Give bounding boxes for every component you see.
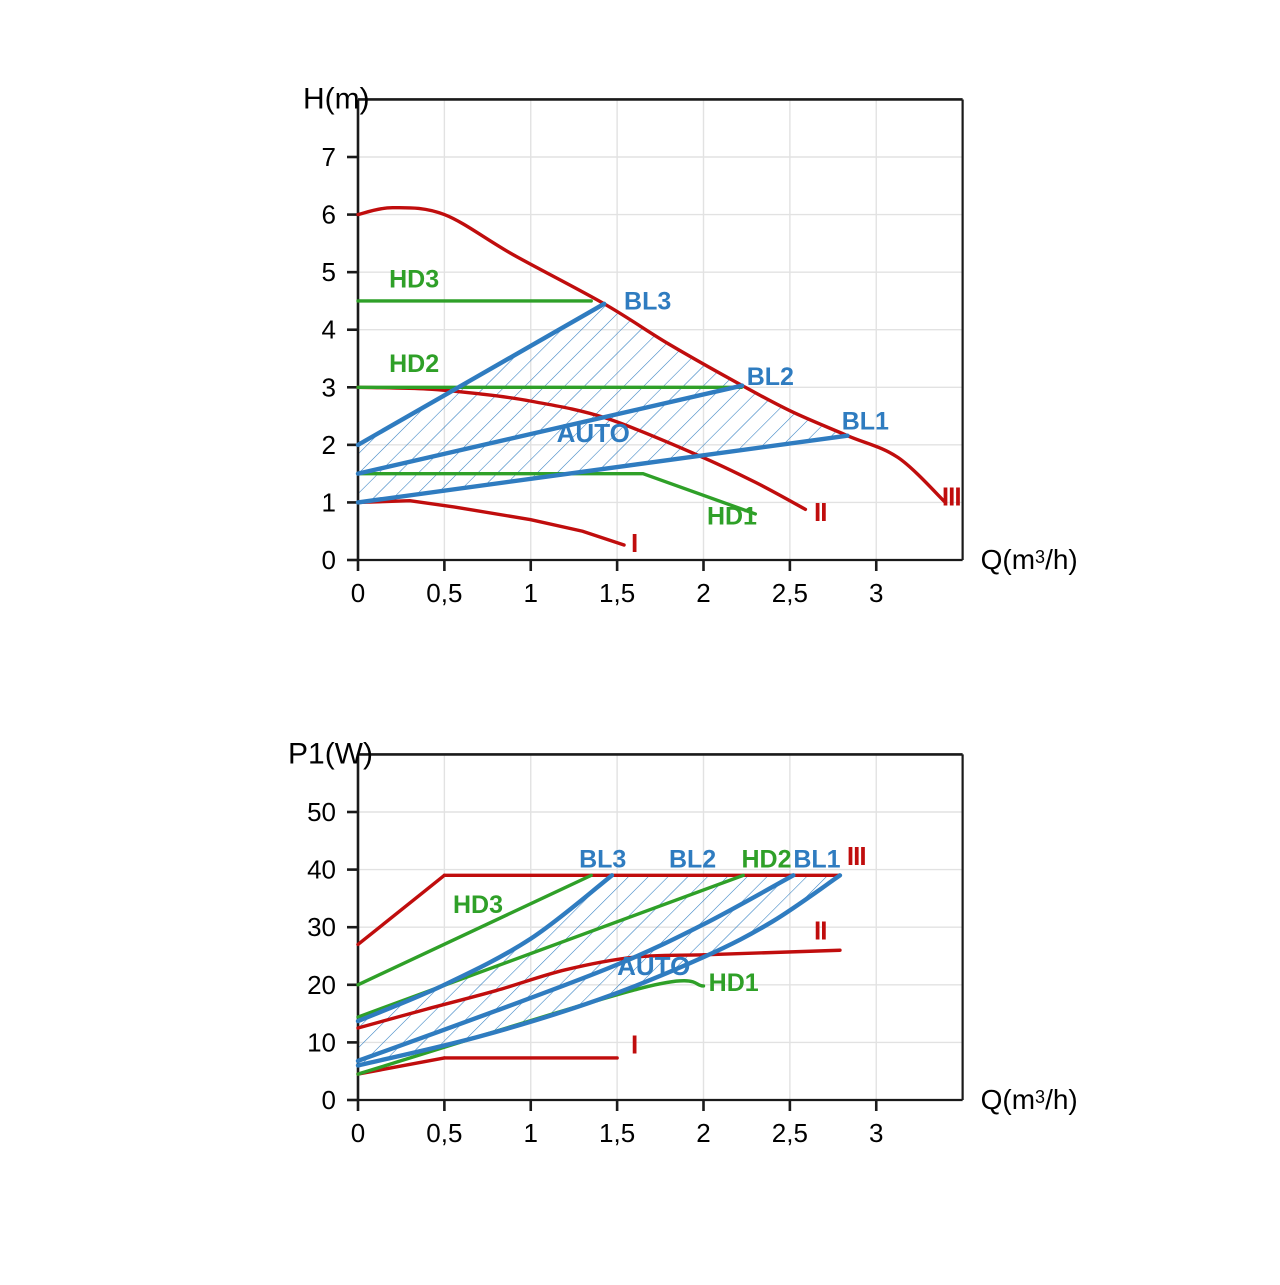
svg-text:6: 6 <box>322 200 336 230</box>
svg-text:1: 1 <box>322 487 336 517</box>
svg-text:HD2: HD2 <box>742 845 792 873</box>
svg-text:20: 20 <box>307 970 336 1000</box>
svg-text:3: 3 <box>869 578 883 608</box>
svg-text:III: III <box>847 841 866 871</box>
svg-text:BL2: BL2 <box>747 363 794 391</box>
svg-text:BL1: BL1 <box>793 845 840 873</box>
svg-text:2: 2 <box>322 430 336 460</box>
svg-text:10: 10 <box>307 1027 336 1057</box>
svg-text:0: 0 <box>322 545 336 575</box>
svg-text:7: 7 <box>322 142 336 172</box>
svg-text:H(m): H(m) <box>303 82 370 115</box>
svg-text:5: 5 <box>322 257 336 287</box>
svg-text:AUTO: AUTO <box>557 418 630 448</box>
svg-text:0,5: 0,5 <box>426 1118 462 1148</box>
svg-text:0: 0 <box>351 578 365 608</box>
svg-text:2,5: 2,5 <box>772 578 808 608</box>
svg-text:BL3: BL3 <box>579 845 626 873</box>
svg-text:3: 3 <box>322 372 336 402</box>
svg-text:1,5: 1,5 <box>599 578 635 608</box>
svg-text:1,5: 1,5 <box>599 1118 635 1148</box>
svg-text:I: I <box>631 1029 638 1059</box>
svg-text:HD3: HD3 <box>453 891 503 919</box>
svg-text:0: 0 <box>322 1085 336 1115</box>
svg-text:4: 4 <box>322 315 336 345</box>
svg-text:BL1: BL1 <box>842 407 889 435</box>
svg-text:0,5: 0,5 <box>426 578 462 608</box>
svg-text:1: 1 <box>524 578 538 608</box>
svg-text:AUTO: AUTO <box>617 951 690 981</box>
svg-text:HD3: HD3 <box>389 266 439 294</box>
svg-text:II: II <box>814 497 826 527</box>
svg-text:Q(m3/h): Q(m3/h) <box>981 544 1078 575</box>
svg-text:0: 0 <box>351 1118 365 1148</box>
svg-text:2: 2 <box>696 1118 710 1148</box>
svg-text:HD1: HD1 <box>707 502 757 530</box>
svg-text:P1(W): P1(W) <box>288 737 373 770</box>
svg-text:3: 3 <box>869 1118 883 1148</box>
svg-text:BL2: BL2 <box>669 845 716 873</box>
svg-text:2: 2 <box>696 578 710 608</box>
svg-text:I: I <box>631 528 638 558</box>
svg-text:40: 40 <box>307 855 336 885</box>
svg-text:II: II <box>814 915 826 945</box>
svg-text:50: 50 <box>307 797 336 827</box>
svg-text:30: 30 <box>307 912 336 942</box>
svg-text:HD1: HD1 <box>709 969 759 997</box>
svg-text:1: 1 <box>524 1118 538 1148</box>
svg-text:Q(m3/h): Q(m3/h) <box>981 1084 1078 1115</box>
svg-text:HD2: HD2 <box>389 350 439 378</box>
svg-text:BL3: BL3 <box>624 288 671 316</box>
svg-text:2,5: 2,5 <box>772 1118 808 1148</box>
svg-text:III: III <box>942 481 961 511</box>
